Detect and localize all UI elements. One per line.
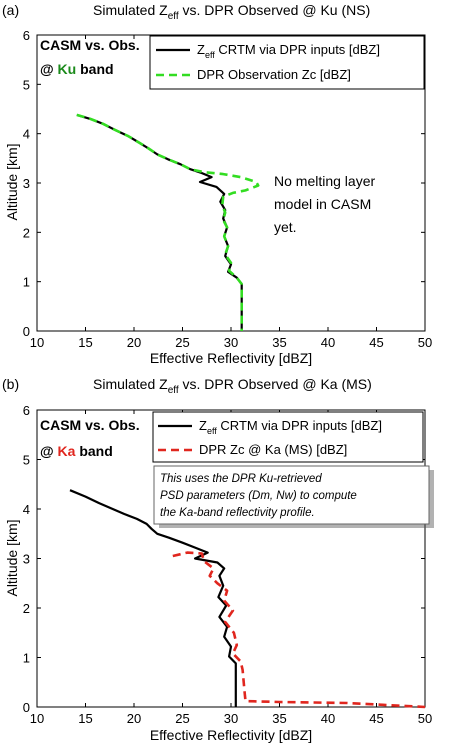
y-tick-label: 6: [23, 403, 30, 418]
y-tick-label: 0: [23, 324, 30, 339]
title-text: Simulated Z: [93, 2, 168, 18]
legend-entry-observation: DPR Observation Zc [dBZ]: [197, 67, 351, 82]
panel-label: (a): [2, 2, 19, 18]
melting-layer-note: No melting layer model in CASM yet.: [274, 173, 379, 235]
y-tick-label: 1: [23, 275, 30, 290]
callout: This uses the DPR Ku-retrieved PSD param…: [153, 465, 434, 528]
y-tick-label: 0: [23, 700, 30, 715]
x-tick-label: 40: [321, 335, 335, 350]
x-axis-label: Effective Reflectivity [dBZ]: [150, 350, 312, 366]
panel-title: Simulated Zeff vs. DPR Observed @ Ka (MS…: [93, 376, 372, 396]
x-tick-label: 40: [321, 711, 335, 726]
x-tick-label: 20: [127, 335, 141, 350]
panel-label: (b): [2, 376, 19, 392]
x-tick-label: 30: [224, 335, 238, 350]
band-name: Ka: [58, 443, 76, 459]
x-tick-label: 50: [418, 335, 432, 350]
y-tick-label: 2: [23, 225, 30, 240]
x-tick-label: 35: [272, 335, 286, 350]
x-tick-label: 10: [30, 711, 44, 726]
panel-a: (a) Simulated Zeff vs. DPR Observed @ Ku…: [2, 2, 432, 366]
series-line-observation: [172, 551, 426, 709]
y-tick-label: 5: [23, 77, 30, 92]
y-tick-label: 3: [23, 552, 30, 567]
y-tick-label: 4: [23, 127, 30, 142]
title-subscript: eff: [168, 11, 179, 22]
legend-box: [149, 35, 425, 90]
comparison-label: CASM vs. Obs.: [40, 37, 140, 53]
x-tick-label: 15: [78, 335, 92, 350]
x-tick-label: 20: [127, 711, 141, 726]
title-text: vs. DPR Observed @ Ka (MS): [179, 376, 372, 392]
band-name: Ku: [58, 61, 77, 77]
comparison-label: CASM vs. Obs.: [40, 417, 140, 433]
x-tick-label: 10: [30, 335, 44, 350]
y-axis-label: Altitude [km]: [4, 519, 20, 596]
y-tick-label: 3: [23, 176, 30, 191]
x-tick-label: 25: [175, 711, 189, 726]
legend: Zeff CRTM via DPR inputs [dBZ] DPR Obser…: [149, 35, 425, 90]
legend-entry-model: Zeff CRTM via DPR inputs [dBZ]: [197, 42, 380, 60]
x-tick-label: 15: [78, 711, 92, 726]
panel-title: Simulated Zeff vs. DPR Observed @ Ku (NS…: [93, 2, 370, 22]
y-tick-label: 2: [23, 601, 30, 616]
x-tick-label: 45: [369, 335, 383, 350]
legend-box: [152, 411, 424, 463]
title-text: Simulated Z: [93, 376, 168, 392]
band-label: @ Ka band: [40, 443, 113, 459]
x-tick-label: 50: [418, 711, 432, 726]
title-text: vs. DPR Observed @ Ku (NS): [179, 2, 371, 18]
x-tick-label: 25: [175, 335, 189, 350]
band-suffix: band: [76, 61, 113, 77]
x-tick-label: 45: [369, 711, 383, 726]
series-line-model: [76, 113, 243, 331]
legend-entry-observation: DPR Zc @ Ka (MS) [dBZ]: [199, 442, 347, 457]
y-tick-label: 1: [23, 651, 30, 666]
y-tick-label: 6: [23, 28, 30, 43]
x-tick-label: 30: [224, 711, 238, 726]
y-tick-label: 4: [23, 502, 30, 517]
x-axis-label: Effective Reflectivity [dBZ]: [150, 727, 312, 743]
band-prefix: @: [40, 61, 58, 77]
title-subscript: eff: [168, 385, 179, 396]
series-line-observation: [76, 113, 260, 331]
y-axis-label: Altitude [km]: [4, 143, 20, 220]
y-tick-label: 5: [23, 453, 30, 468]
band-label: @ Ku band: [40, 61, 114, 77]
band-prefix: @: [40, 443, 58, 459]
legend-entry-model: Zeff CRTM via DPR inputs [dBZ]: [199, 418, 382, 436]
series-line-model: [69, 489, 237, 707]
x-tick-label: 35: [272, 711, 286, 726]
callout-box: [153, 465, 430, 525]
callout-text: This uses the DPR Ku-retrieved PSD param…: [160, 473, 360, 519]
legend: Zeff CRTM via DPR inputs [dBZ] DPR Zc @ …: [152, 411, 424, 463]
band-suffix: band: [75, 443, 112, 459]
panel-b: (b) Simulated Zeff vs. DPR Observed @ Ka…: [2, 376, 434, 743]
